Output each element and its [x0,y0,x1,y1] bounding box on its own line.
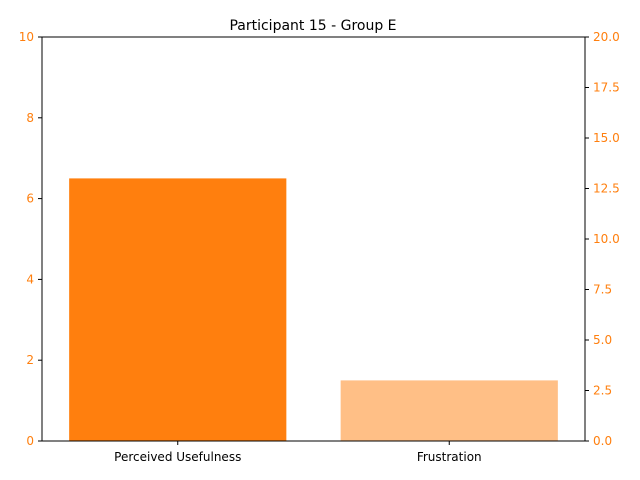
left-tick-label: 2 [26,353,34,367]
right-tick-label: 5.0 [593,333,612,347]
left-tick-label: 6 [26,192,34,206]
left-tick-label: 8 [26,111,34,125]
right-tick-label: 2.5 [593,384,612,398]
bars-layer [69,178,558,441]
right-tick-label: 17.5 [593,81,620,95]
right-tick-label: 12.5 [593,182,620,196]
bar-1 [340,380,558,441]
x-axis: Perceived Usefulness Frustration [114,441,482,464]
left-tick-label: 4 [26,272,34,286]
plot-frame [41,36,586,442]
bar-0 [69,178,287,441]
right-tick-label: 10.0 [593,232,620,246]
x-tick-label: Perceived Usefulness [114,450,241,464]
left-tick-label: 0 [26,434,34,448]
right-tick-label: 7.5 [593,283,612,297]
right-tick-label: 20.0 [593,30,620,44]
right-tick-label: 0.0 [593,434,612,448]
x-tick-label: Frustration [417,450,482,464]
left-tick-label: 10 [19,30,34,44]
right-y-axis: 0.0 2.5 5.0 7.5 10.0 12.5 15.0 17.5 20.0 [585,30,620,448]
right-tick-label: 15.0 [593,131,620,145]
chart-title: Participant 15 - Group E [229,18,396,34]
left-y-axis: 0 2 4 6 8 10 [19,30,42,448]
